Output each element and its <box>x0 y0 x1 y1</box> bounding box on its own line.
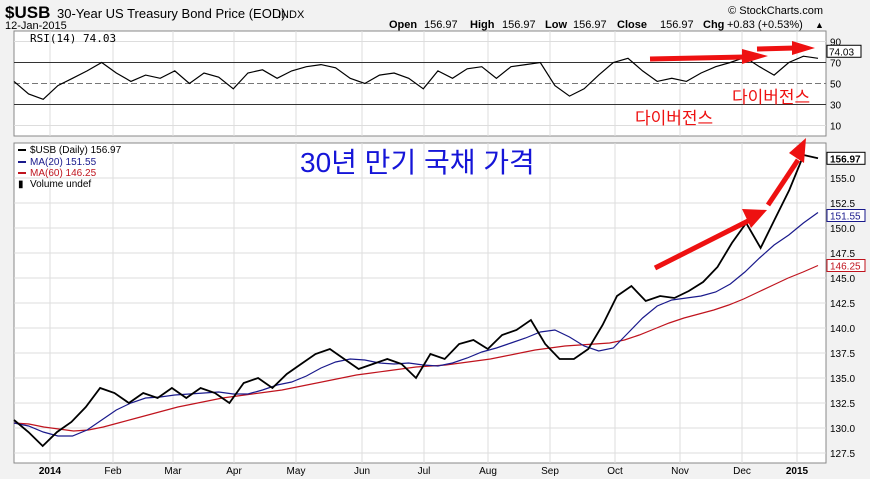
security-name: 30-Year US Treasury Bond Price (EOD) <box>57 6 286 21</box>
x-tick-label: Apr <box>226 466 242 477</box>
price-y-tick-label: 147.5 <box>830 249 855 260</box>
price-arrow-1 <box>653 217 752 271</box>
rsi-chart <box>13 55 819 100</box>
high-value: 156.97 <box>502 19 536 31</box>
price-y-tick-label: 137.5 <box>830 349 855 360</box>
price-y-tick-label: 127.5 <box>830 449 855 460</box>
divergence-label-2: 다이버전스 <box>732 88 810 107</box>
legend-swatch-ma20 <box>18 161 26 163</box>
price-arrow-2 <box>765 158 801 207</box>
legend-swatch-usb <box>18 149 26 151</box>
last-value-label: 146.25 <box>830 262 861 273</box>
open-label: Open <box>389 19 417 31</box>
last-value-tag <box>826 259 866 272</box>
x-tick-label: 2015 <box>786 466 809 477</box>
chg-value: +0.83 (+0.53%) <box>727 19 803 31</box>
price-y-tick-label: 130.0 <box>830 424 855 435</box>
price-legend: $USB (Daily) 156.97 MA(20) 151.55 MA(60)… <box>18 145 122 190</box>
legend-ma60: MA(60) 146.25 <box>30 168 97 179</box>
x-tick-label: Sep <box>541 466 559 477</box>
rsi-y-tick-label: 30 <box>830 101 842 112</box>
volume-bars-icon: ▮ <box>18 179 24 190</box>
price-y-tick-label: 142.5 <box>830 299 855 310</box>
last-value-tag <box>826 151 866 165</box>
x-tick-label: Oct <box>607 466 623 477</box>
arrowhead-icon <box>742 209 767 228</box>
symbol: $USB <box>5 3 50 22</box>
rsi-legend: RSI(14) 74.03 <box>30 32 116 45</box>
legend-volume: Volume undef <box>30 179 91 190</box>
price-y-tick-label: 145.0 <box>830 274 855 285</box>
x-tick-label: Dec <box>733 466 751 477</box>
rsi-y-tick-label: 50 <box>830 80 842 91</box>
low-value: 156.97 <box>573 19 607 31</box>
up-triangle-icon: ▲ <box>815 20 824 30</box>
axes: 2014 Feb Mar Apr May Jun Jul Aug Sep Oct Nov Dec 201… <box>39 38 866 477</box>
exchange: INDX <box>278 9 305 21</box>
last-value-label: 156.97 <box>830 154 861 165</box>
korean-title-annotation: 30년 만기 국채 가격 <box>300 147 535 178</box>
price-y-tick-label: 132.5 <box>830 399 855 410</box>
price-y-tick-label: 152.5 <box>830 199 855 210</box>
brand-logo: © StockCharts.com <box>728 5 823 17</box>
divergence-label-1: 다이버전스 <box>635 109 713 128</box>
rsi-arrow-1 <box>649 54 746 62</box>
last-value-label: 151.55 <box>830 212 861 223</box>
x-tick-label: Jul <box>418 466 431 477</box>
legend-swatch-ma60 <box>18 172 26 174</box>
last-value-tag <box>826 209 866 222</box>
rsi-arrow-2 <box>756 45 796 52</box>
series-line-ma60 <box>13 264 819 432</box>
close-label: Close <box>617 19 647 31</box>
price-y-tick-label: 140.0 <box>830 324 855 335</box>
divergence-arrows <box>649 41 815 271</box>
chart-date: 12-Jan-2015 <box>5 20 67 32</box>
x-tick-label: Mar <box>164 466 182 477</box>
arrowhead-icon <box>742 49 768 64</box>
price-y-tick-label: 150.0 <box>830 224 855 235</box>
price-y-tick-label: 155.0 <box>830 174 855 185</box>
x-tick-label: Jun <box>354 466 370 477</box>
rsi-y-tick-label: 90 <box>830 38 842 49</box>
series-line-usbdaily <box>13 153 819 448</box>
price-y-tick-label: 135.0 <box>830 374 855 385</box>
high-label: High <box>470 19 495 31</box>
x-tick-label: May <box>287 466 306 477</box>
rsi-y-tick-label: 10 <box>830 122 842 133</box>
price-chart <box>13 153 819 448</box>
arrowhead-icon <box>789 138 806 163</box>
open-value: 156.97 <box>424 19 458 31</box>
x-tick-label: Feb <box>104 466 122 477</box>
chg-label: Chg <box>703 19 724 31</box>
arrowhead-icon <box>792 41 815 55</box>
ohlc-bar: Open 156.97 High 156.97 Low 156.97 Close… <box>389 19 824 31</box>
legend-ma20: MA(20) 151.55 <box>30 157 97 168</box>
rsi-line <box>13 55 819 100</box>
x-tick-label: Nov <box>671 466 689 477</box>
low-label: Low <box>545 19 567 31</box>
gridlines <box>14 31 826 463</box>
series-line-ma20 <box>13 212 819 437</box>
rsi-y-tick-label: 70 <box>830 59 842 70</box>
x-tick-label: 2014 <box>39 466 62 477</box>
close-value: 156.97 <box>660 19 694 31</box>
rsi-last-value-label: 74.03 <box>829 47 854 58</box>
rsi-last-value-tag <box>826 44 862 58</box>
legend-usb: $USB (Daily) 156.97 <box>30 145 122 156</box>
x-tick-label: Aug <box>479 466 497 477</box>
